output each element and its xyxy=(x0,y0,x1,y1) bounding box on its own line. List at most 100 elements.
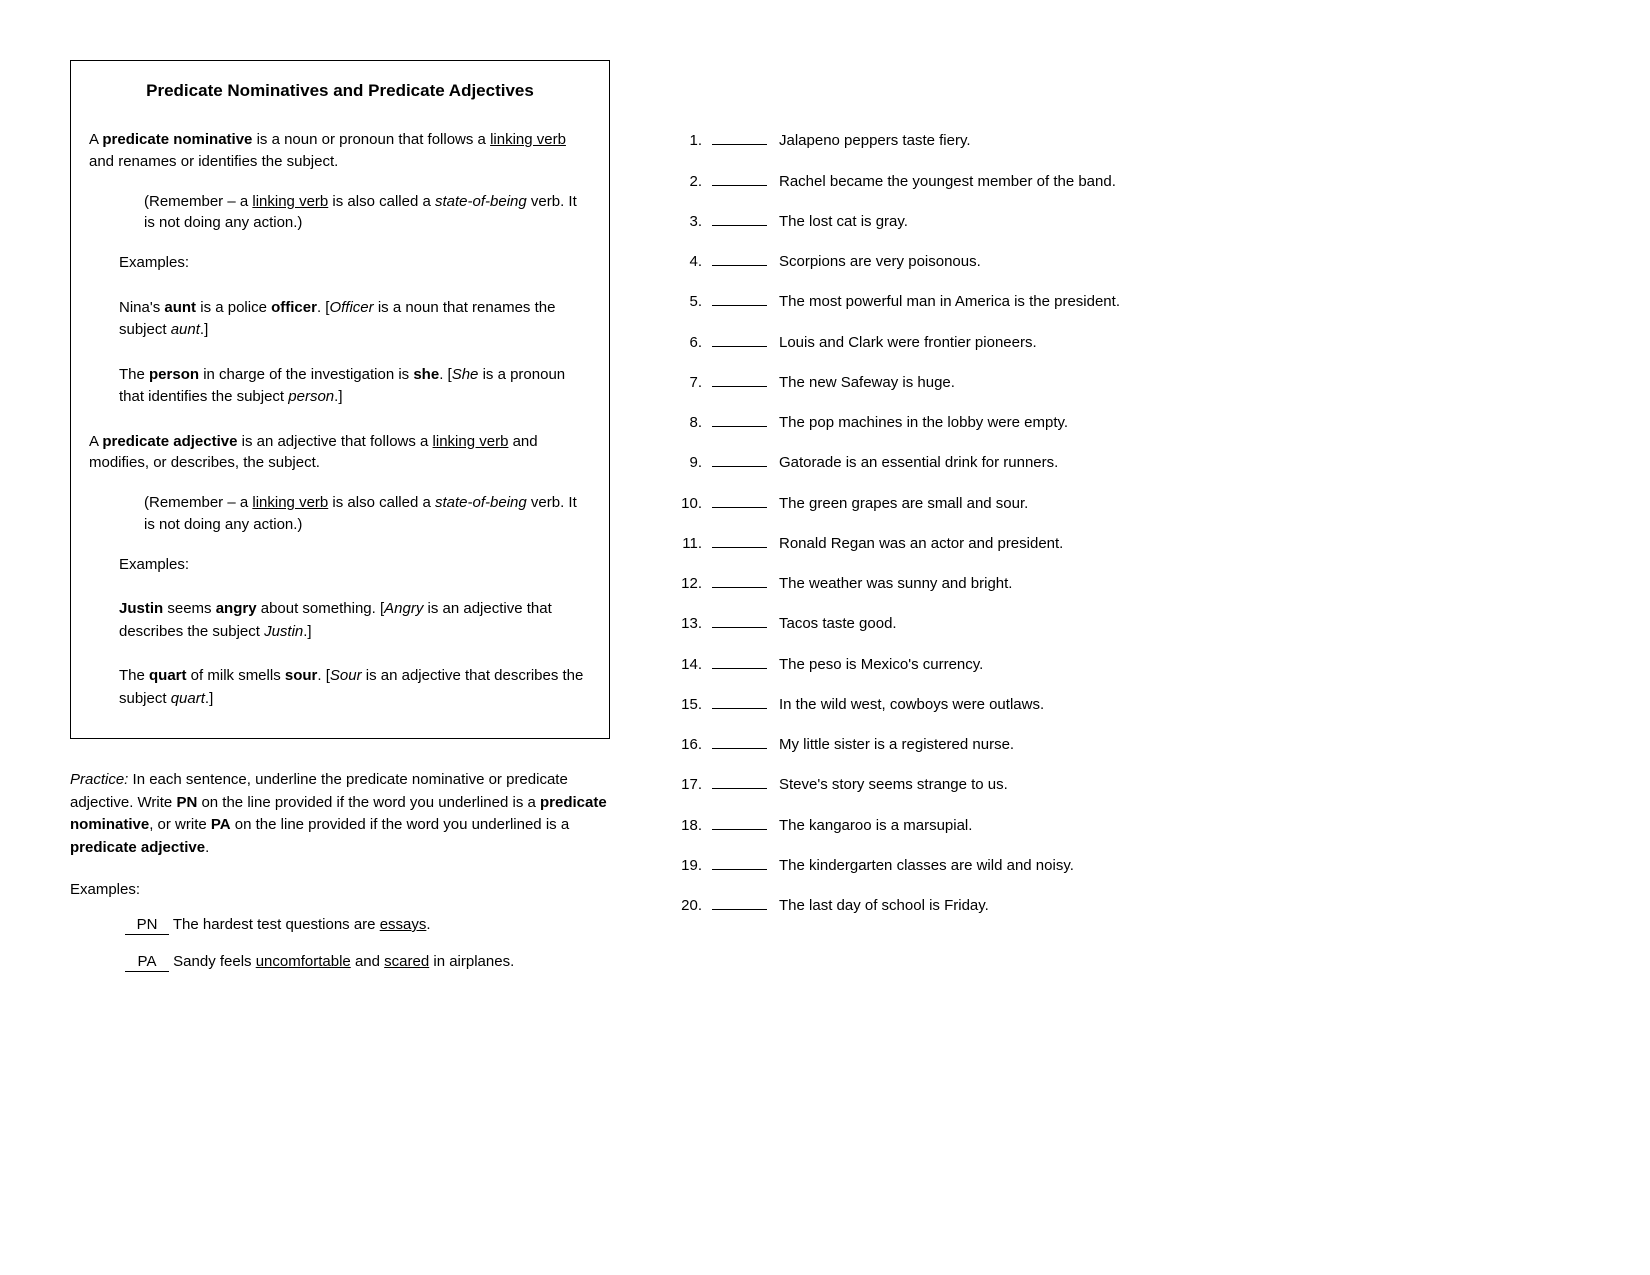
text: The hardest test questions are xyxy=(169,916,380,933)
question-text: In the wild west, cowboys were outlaws. xyxy=(779,694,1580,715)
answer-blank[interactable] xyxy=(712,412,767,427)
answer-blank[interactable] xyxy=(712,211,767,226)
answer-blank[interactable] xyxy=(712,331,767,346)
question-item: 14.The peso is Mexico's currency. xyxy=(670,653,1580,674)
question-number: 8. xyxy=(670,412,702,433)
question-item: 20.The last day of school is Friday. xyxy=(670,895,1580,916)
answer-blank[interactable] xyxy=(712,774,767,789)
pn-definition: A predicate nominative is a noun or pron… xyxy=(89,129,591,173)
answer-blank[interactable] xyxy=(712,291,767,306)
text: , or write xyxy=(149,816,211,833)
text: The xyxy=(119,667,149,684)
answer-blank[interactable] xyxy=(712,613,767,628)
question-number: 2. xyxy=(670,171,702,192)
question-item: 2. Rachel became the youngest member of t… xyxy=(670,170,1580,191)
answer-blank[interactable] xyxy=(712,573,767,588)
question-item: 5.The most powerful man in America is th… xyxy=(670,291,1580,312)
answer-blank[interactable]: PA xyxy=(125,953,169,972)
text: seems xyxy=(163,600,216,617)
aunt: aunt xyxy=(164,299,196,316)
left-column: Predicate Nominatives and Predicate Adje… xyxy=(70,60,610,990)
linking-verb: linking verb xyxy=(433,433,509,450)
answer-blank[interactable] xyxy=(712,372,767,387)
answer-blank[interactable] xyxy=(712,452,767,467)
question-text: The last day of school is Friday. xyxy=(779,895,1580,916)
answer-blank[interactable] xyxy=(712,734,767,749)
question-text: The weather was sunny and bright. xyxy=(779,573,1580,594)
worked-example-2: PA Sandy feels uncomfortable and scared … xyxy=(125,953,610,972)
question-number: 4. xyxy=(670,251,702,272)
question-number: 11. xyxy=(670,533,702,554)
answer-blank[interactable] xyxy=(712,533,767,548)
question-text: Jalapeno peppers taste fiery. xyxy=(779,130,1580,151)
answer-blank[interactable] xyxy=(712,492,767,507)
question-item: 7. The new Safeway is huge. xyxy=(670,372,1580,393)
linking-verb: linking verb xyxy=(490,131,566,148)
question-item: 15.In the wild west, cowboys were outlaw… xyxy=(670,694,1580,715)
answer-blank[interactable] xyxy=(712,251,767,266)
question-item: 19.The kindergarten classes are wild and… xyxy=(670,855,1580,876)
question-text: Ronald Regan was an actor and president. xyxy=(779,533,1580,554)
question-text: Rachel became the youngest member of the… xyxy=(779,171,1580,192)
text: (Remember – a xyxy=(144,193,252,210)
answer-blank[interactable] xyxy=(712,653,767,668)
question-number: 5. xyxy=(670,291,702,312)
text: on the line provided if the word you und… xyxy=(231,816,570,833)
she: she xyxy=(413,366,439,383)
linking-verb: linking verb xyxy=(252,193,328,210)
question-item: 1. Jalapeno peppers taste fiery. xyxy=(670,130,1580,151)
quart: quart xyxy=(149,667,187,684)
question-number: 18. xyxy=(670,815,702,836)
question-number: 17. xyxy=(670,774,702,795)
state-of-being: state-of-being xyxy=(435,494,527,511)
page-title: Predicate Nominatives and Predicate Adje… xyxy=(89,81,591,101)
answer-blank[interactable] xyxy=(712,170,767,185)
question-number: 19. xyxy=(670,855,702,876)
text: Sandy feels xyxy=(169,953,256,970)
question-item: 3.The lost cat is gray. xyxy=(670,211,1580,232)
text: .] xyxy=(200,321,208,338)
question-item: 9.Gatorade is an essential drink for run… xyxy=(670,452,1580,473)
question-item: 8.The pop machines in the lobby were emp… xyxy=(670,412,1580,433)
question-item: 11. Ronald Regan was an actor and preside… xyxy=(670,533,1580,554)
question-text: Scorpions are very poisonous. xyxy=(779,251,1580,272)
question-number: 1. xyxy=(670,130,702,151)
text: is a police xyxy=(196,299,271,316)
question-text: Steve's story seems strange to us. xyxy=(779,774,1580,795)
text: and renames or identifies the subject. xyxy=(89,153,338,170)
answer-blank[interactable] xyxy=(712,694,767,709)
text: . [ xyxy=(439,366,452,383)
officer: officer xyxy=(271,299,317,316)
right-column: 1. Jalapeno peppers taste fiery. 2. Rachel … xyxy=(670,60,1580,990)
examples-label-3: Examples: xyxy=(70,881,610,898)
question-text: Gatorade is an essential drink for runne… xyxy=(779,452,1580,473)
answer-blank[interactable]: PN xyxy=(125,916,169,935)
text: (Remember – a xyxy=(144,494,252,511)
question-item: 12.The weather was sunny and bright. xyxy=(670,573,1580,594)
aunt-i: aunt xyxy=(171,321,200,338)
remember-note-1: (Remember – a linking verb is also calle… xyxy=(144,191,581,235)
answer-blank[interactable] xyxy=(712,895,767,910)
question-list: 1. Jalapeno peppers taste fiery. 2. Rachel … xyxy=(670,130,1580,916)
text: .] xyxy=(205,690,213,707)
answer-blank[interactable] xyxy=(712,814,767,829)
quart-i: quart xyxy=(171,690,205,707)
question-number: 3. xyxy=(670,211,702,232)
scared: scared xyxy=(384,953,429,970)
question-number: 7. xyxy=(670,372,702,393)
text: about something. [ xyxy=(257,600,385,617)
text: . [ xyxy=(317,299,330,316)
text: in airplanes. xyxy=(429,953,514,970)
sour-i: Sour xyxy=(330,667,362,684)
text: on the line provided if the word you und… xyxy=(197,794,540,811)
question-text: The new Safeway is huge. xyxy=(779,372,1580,393)
text: and xyxy=(351,953,384,970)
text: .] xyxy=(334,388,342,405)
state-of-being: state-of-being xyxy=(435,193,527,210)
question-number: 16. xyxy=(670,734,702,755)
linking-verb: linking verb xyxy=(252,494,328,511)
question-item: 6.Louis and Clark were frontier pioneers… xyxy=(670,331,1580,352)
answer-blank[interactable] xyxy=(712,130,767,145)
person: person xyxy=(149,366,199,383)
answer-blank[interactable] xyxy=(712,855,767,870)
